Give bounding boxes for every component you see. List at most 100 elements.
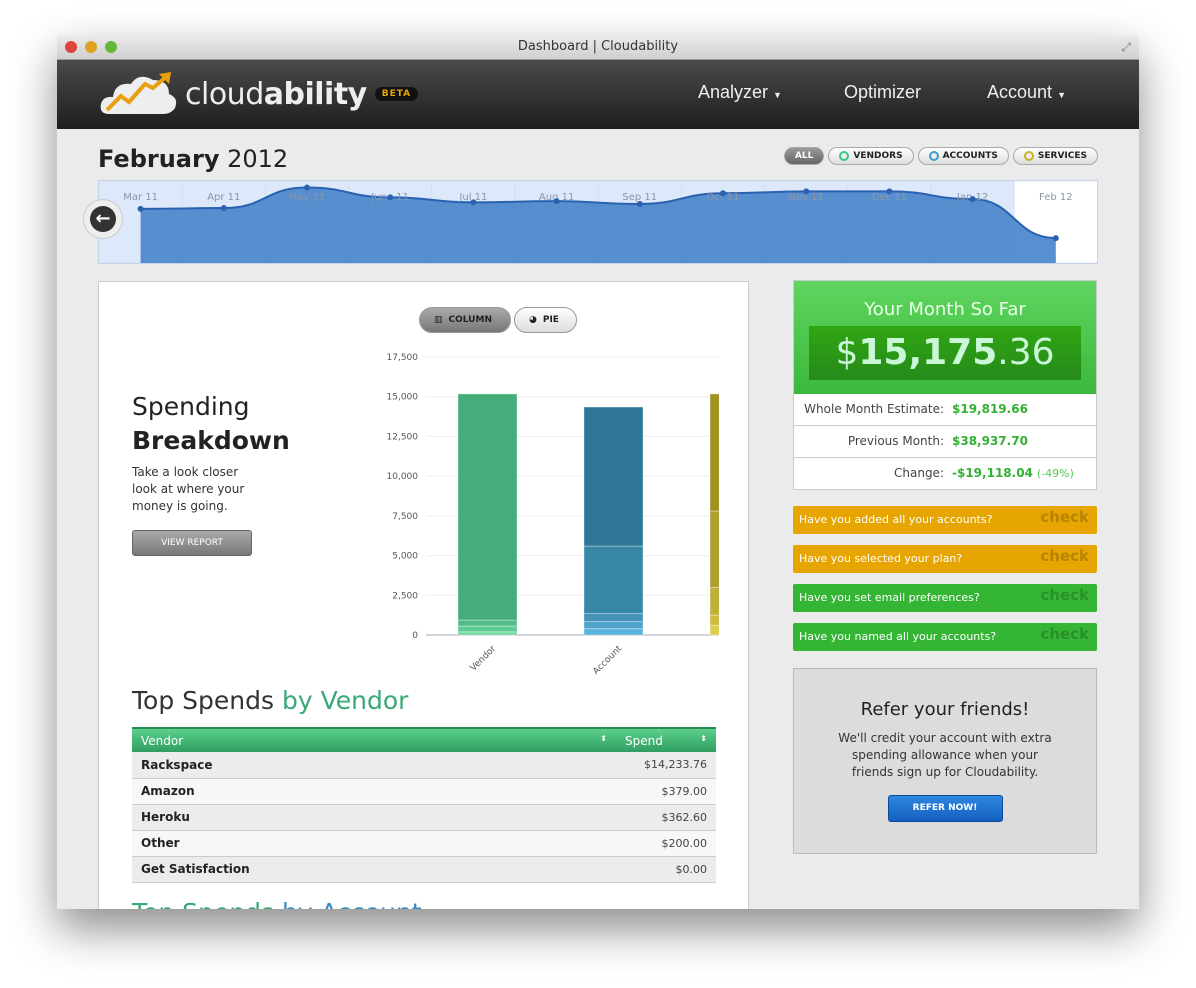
table-row[interactable]: Heroku $362.60: [132, 804, 716, 831]
vendor-name: Amazon: [132, 778, 616, 805]
filter-label: ALL: [794, 151, 814, 161]
logo[interactable]: cloudability BETA: [99, 72, 419, 116]
timeline-point[interactable]: [1052, 235, 1059, 242]
bar-segment[interactable]: [709, 510, 719, 588]
checklist-item[interactable]: Have you named all your accounts? check: [793, 623, 1097, 651]
bar-segment[interactable]: [583, 620, 644, 630]
brand-name: cloudability: [185, 77, 367, 112]
bar-segment[interactable]: [457, 619, 518, 627]
title-accent: by Vendor: [281, 686, 409, 715]
services-dot-icon: [1023, 151, 1034, 161]
timeline-point[interactable]: [720, 190, 726, 197]
timeline-chart[interactable]: Mar 11 Apr 11 May 11 June 11 Jul 11 Aug 11 Sep…: [98, 180, 1098, 264]
refer-card: Refer your friends! We'll credit your ac…: [793, 668, 1097, 854]
bar-segment[interactable]: [583, 628, 644, 636]
breakdown-title: Spending Breakdown: [132, 390, 290, 458]
caret-down-icon: ▼: [773, 90, 782, 100]
app-header: cloudability BETA Analyzer ▼ Optimizer A…: [57, 60, 1139, 129]
change-row: Change: -$19,118.04 (-49%): [794, 458, 1096, 490]
zoom-window-button[interactable]: [105, 41, 117, 53]
checklist-item[interactable]: Have you set email preferences? check: [793, 584, 1097, 612]
title-bold: Breakdown: [132, 426, 290, 455]
timeline-point[interactable]: [803, 188, 810, 195]
timeline-month-label: Apr 11: [207, 192, 240, 203]
title-bar: Dashboard | Cloudability ⤢: [57, 35, 1139, 60]
timeline-point[interactable]: [220, 205, 227, 212]
y-tick-label: 0: [412, 631, 418, 641]
bar-segment[interactable]: [583, 613, 644, 622]
total-whole: 15,175: [858, 332, 998, 373]
row-value: $38,937.70: [952, 434, 1028, 448]
nav-optimizer[interactable]: Optimizer: [844, 82, 921, 103]
top-account-title: Top Spends by Account: [132, 898, 422, 909]
estimate-row: Whole Month Estimate: $19,819.66: [794, 394, 1096, 426]
bar-segment[interactable]: [457, 625, 518, 633]
title-text: Top Spends: [132, 898, 274, 909]
filter-vendors[interactable]: VENDORS: [828, 147, 914, 165]
bar-segment[interactable]: [709, 586, 719, 616]
filter-label: SERVICES: [1037, 151, 1087, 161]
vendor-name: Rackspace: [132, 752, 616, 779]
minimize-window-button[interactable]: [85, 41, 97, 53]
toggle-label: COLUMN: [448, 315, 492, 325]
filter-group: ALL VENDORS ACCOUNTS SERVICES: [783, 147, 1098, 165]
bar-segment[interactable]: [709, 614, 719, 626]
timeline-point[interactable]: [636, 200, 643, 207]
pie-chart-icon: ◕: [529, 315, 537, 325]
column-toggle[interactable]: ▥ COLUMN: [419, 307, 511, 333]
y-tick-label: 10,000: [387, 472, 419, 482]
pie-toggle[interactable]: ◕ PIE: [514, 307, 577, 333]
close-window-button[interactable]: [65, 41, 77, 53]
toggle-label: PIE: [542, 315, 559, 325]
header-label: Spend: [625, 733, 663, 748]
vendor-spend: $362.60: [616, 804, 716, 831]
y-tick-label: 7,500: [392, 512, 418, 522]
nav-label: Analyzer: [698, 82, 769, 102]
month-so-far-label: Your Month So Far: [864, 299, 1026, 320]
filter-services[interactable]: SERVICES: [1012, 147, 1098, 165]
nav-label: Account: [987, 82, 1053, 102]
vendor-spend: $14,233.76: [616, 752, 716, 779]
table-row[interactable]: Amazon $379.00: [132, 778, 716, 805]
table-row[interactable]: Rackspace $14,233.76: [132, 752, 716, 779]
fullscreen-icon[interactable]: ⤢: [1121, 40, 1131, 54]
bar-segment[interactable]: [709, 624, 719, 636]
timeline-month-label: May 11: [289, 192, 326, 203]
previous-period-button[interactable]: ←: [83, 199, 123, 239]
nav-analyzer[interactable]: Analyzer ▼: [698, 82, 782, 103]
timeline-point[interactable]: [553, 198, 560, 205]
filter-accounts[interactable]: ACCOUNTS: [917, 147, 1009, 165]
cloud-logo-icon: [100, 72, 177, 114]
col-spend[interactable]: Spend ⬍: [616, 727, 716, 752]
header-label: Vendor: [141, 733, 184, 748]
filter-label: VENDORS: [853, 151, 903, 161]
beta-badge: BETA: [374, 87, 419, 101]
col-vendor[interactable]: Vendor ⬍: [132, 727, 616, 752]
bar-segment[interactable]: [583, 406, 644, 547]
nav-account[interactable]: Account ▼: [987, 82, 1066, 103]
filter-all[interactable]: ALL: [783, 147, 825, 165]
timeline-point[interactable]: [304, 184, 310, 191]
change-percent: (-49%): [1036, 467, 1074, 480]
refer-now-button[interactable]: REFER NOW!: [887, 795, 1003, 822]
timeline-point[interactable]: [470, 199, 477, 206]
timeline-month-label: Feb 12: [1039, 192, 1073, 203]
check-link[interactable]: check: [1040, 547, 1089, 565]
timeline-point[interactable]: [137, 205, 144, 212]
bar-segment[interactable]: [709, 393, 719, 512]
timeline-point[interactable]: [969, 196, 976, 203]
view-report-button[interactable]: VIEW REPORT: [132, 530, 252, 556]
bar-segment[interactable]: [583, 545, 644, 615]
timeline-point[interactable]: [886, 188, 893, 195]
title-year: 2012: [227, 145, 289, 173]
check-link[interactable]: check: [1040, 508, 1089, 526]
check-link[interactable]: check: [1040, 586, 1089, 604]
table-row[interactable]: Other $200.00: [132, 830, 716, 857]
table-row[interactable]: Get Satisfaction $0.00: [132, 856, 716, 883]
month-so-far-card: Your Month So Far $15,175.36 Whole Month…: [793, 280, 1097, 490]
bar-segment[interactable]: [457, 393, 518, 621]
timeline-point[interactable]: [387, 194, 394, 201]
checklist-item[interactable]: Have you selected your plan? check: [793, 545, 1097, 573]
checklist-item[interactable]: Have you added all your accounts? check: [793, 506, 1097, 534]
check-link[interactable]: check: [1040, 625, 1089, 643]
